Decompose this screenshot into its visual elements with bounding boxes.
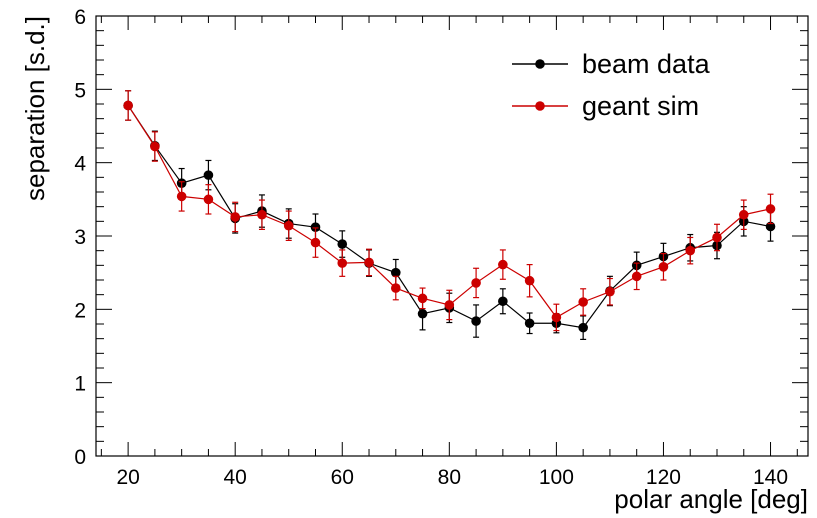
data-point: [417, 308, 428, 319]
y-tick-label: 6: [74, 6, 86, 29]
legend-label: beam data: [582, 49, 711, 79]
y-axis: 0 1 2 3 4 5 6: [74, 6, 808, 469]
data-point: [524, 318, 535, 329]
data-point: [203, 194, 214, 205]
x-tick-label: 60: [331, 466, 354, 489]
data-point: [498, 296, 508, 307]
data-point: [337, 258, 348, 268]
data-point: [364, 257, 374, 268]
y-axis-title: separation [s.d.]: [20, 16, 50, 201]
data-point: [471, 316, 481, 326]
plot-frame: [95, 15, 809, 457]
data-point: [498, 259, 508, 270]
x-tick-label: 80: [438, 466, 461, 489]
data-point: [203, 170, 214, 180]
data-point: [230, 212, 240, 222]
data-point: [605, 286, 615, 297]
legend-marker: [535, 59, 545, 69]
data-point: [578, 297, 588, 307]
x-axis: 20 40 60 80 100 120 140: [100, 16, 798, 489]
series-line: [127, 105, 771, 319]
legend-label: geant sim: [582, 91, 699, 121]
data-point: [310, 222, 321, 232]
data-point: [551, 312, 562, 323]
series-layer: [123, 90, 776, 340]
data-point: [631, 271, 642, 282]
y-tick-label: 1: [74, 373, 86, 396]
data-point: [524, 275, 535, 286]
y-tick-label: 0: [74, 446, 86, 469]
data-point: [150, 141, 160, 152]
x-tick-label: 100: [539, 466, 574, 489]
data-point: [765, 204, 776, 214]
data-point: [712, 232, 722, 243]
data-point: [444, 300, 455, 310]
x-tick-label: 20: [116, 466, 139, 489]
data-point: [417, 293, 428, 304]
x-tick-label: 140: [753, 466, 788, 489]
plot-border: [95, 15, 809, 457]
x-tick-label: 40: [224, 466, 247, 489]
data-point: [283, 220, 294, 231]
legend-marker: [535, 101, 545, 111]
data-point: [390, 283, 401, 293]
data-point: [257, 209, 267, 220]
legend: beam data geant sim: [512, 49, 711, 121]
data-point: [738, 209, 749, 220]
y-tick-label: 3: [74, 226, 86, 249]
data-point: [176, 191, 187, 202]
y-tick-label: 5: [74, 79, 86, 102]
y-tick-label: 4: [74, 153, 86, 176]
y-tick-label: 2: [74, 299, 86, 322]
x-axis-title: polar angle [deg]: [614, 484, 808, 514]
data-point: [390, 267, 401, 278]
data-point: [685, 245, 696, 256]
data-point: [658, 262, 669, 272]
x-tick-label: 120: [646, 466, 681, 489]
data-point: [578, 322, 588, 333]
data-point: [310, 237, 321, 248]
data-point: [337, 239, 348, 249]
data-point: [123, 100, 133, 111]
data-point: [471, 278, 481, 288]
series-geant-sim: [123, 90, 776, 332]
